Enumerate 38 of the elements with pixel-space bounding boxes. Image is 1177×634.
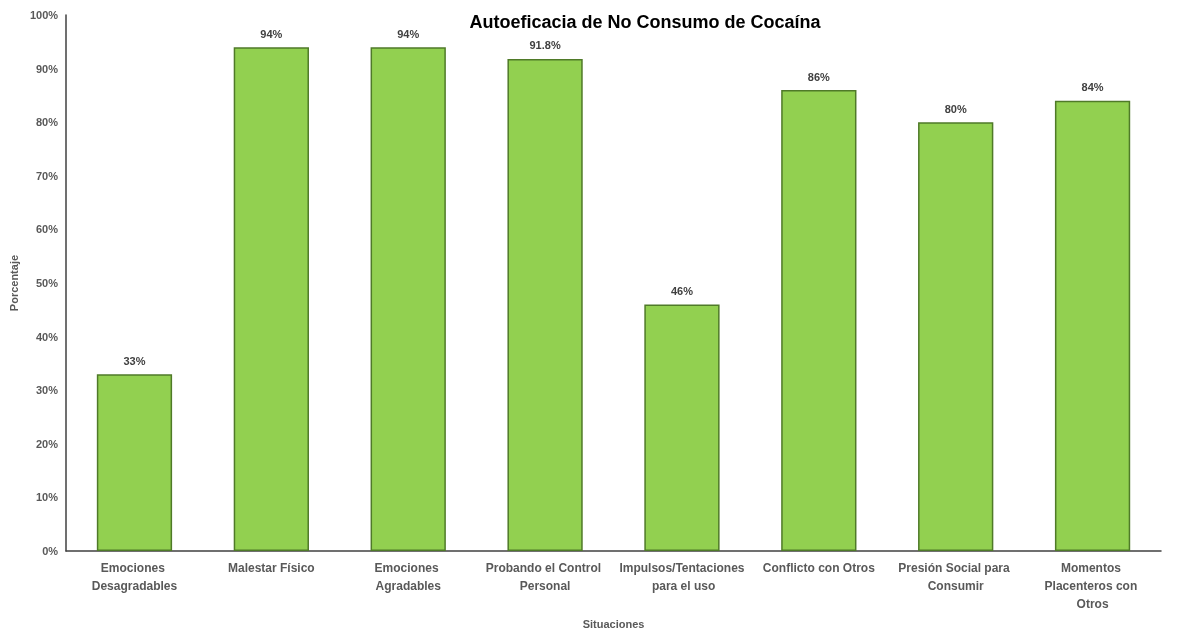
y-tick-label: 0% bbox=[42, 545, 59, 558]
y-tick-label: 100% bbox=[29, 9, 59, 21]
x-tick-label: Emociones Desagradables bbox=[91, 561, 178, 594]
x-tick-label: Impulsos/Tentaciones para el uso bbox=[619, 561, 745, 594]
data-label: 91.8% bbox=[529, 39, 561, 52]
chart-title: Autoeficacia de No Consumo de Cocaína bbox=[469, 12, 822, 32]
bar bbox=[1054, 100, 1131, 552]
data-label: 94% bbox=[260, 27, 283, 40]
y-tick-label: 40% bbox=[36, 330, 59, 343]
x-tick-label: Malestar Físico bbox=[227, 561, 315, 576]
bar bbox=[918, 122, 994, 552]
data-label: 46% bbox=[670, 284, 694, 297]
y-tick-label: 30% bbox=[36, 384, 59, 397]
bar bbox=[96, 374, 173, 552]
x-tick-label: Emociones Agradables bbox=[374, 561, 442, 594]
data-label: 80% bbox=[944, 102, 967, 115]
x-tick-label: Probando el Control Personal bbox=[485, 561, 605, 594]
y-tick-label: 10% bbox=[36, 491, 59, 504]
x-tick-label: Momentos Placenteros con Otros bbox=[1044, 561, 1141, 612]
x-axis-title: Situaciones bbox=[582, 617, 645, 630]
y-tick-label: 60% bbox=[36, 223, 59, 236]
bar bbox=[781, 90, 857, 552]
bar bbox=[644, 304, 720, 552]
bar bbox=[370, 47, 446, 552]
data-label: 86% bbox=[807, 70, 831, 83]
x-tick-label: Conflicto con Otros bbox=[762, 561, 876, 576]
y-tick-label: 90% bbox=[36, 62, 59, 75]
y-tick-label: 70% bbox=[36, 169, 59, 182]
bar bbox=[233, 47, 309, 552]
data-label: 33% bbox=[123, 354, 146, 367]
y-tick-label: 80% bbox=[36, 116, 59, 129]
x-tick-label: Presión Social para Consumir bbox=[898, 561, 1014, 594]
y-axis-title: Porcentaje bbox=[7, 254, 20, 312]
bar bbox=[507, 58, 583, 552]
data-label: 94% bbox=[397, 27, 420, 40]
data-label: 84% bbox=[1081, 81, 1104, 94]
y-tick-label: 50% bbox=[36, 277, 59, 290]
y-tick-label: 20% bbox=[36, 437, 59, 450]
